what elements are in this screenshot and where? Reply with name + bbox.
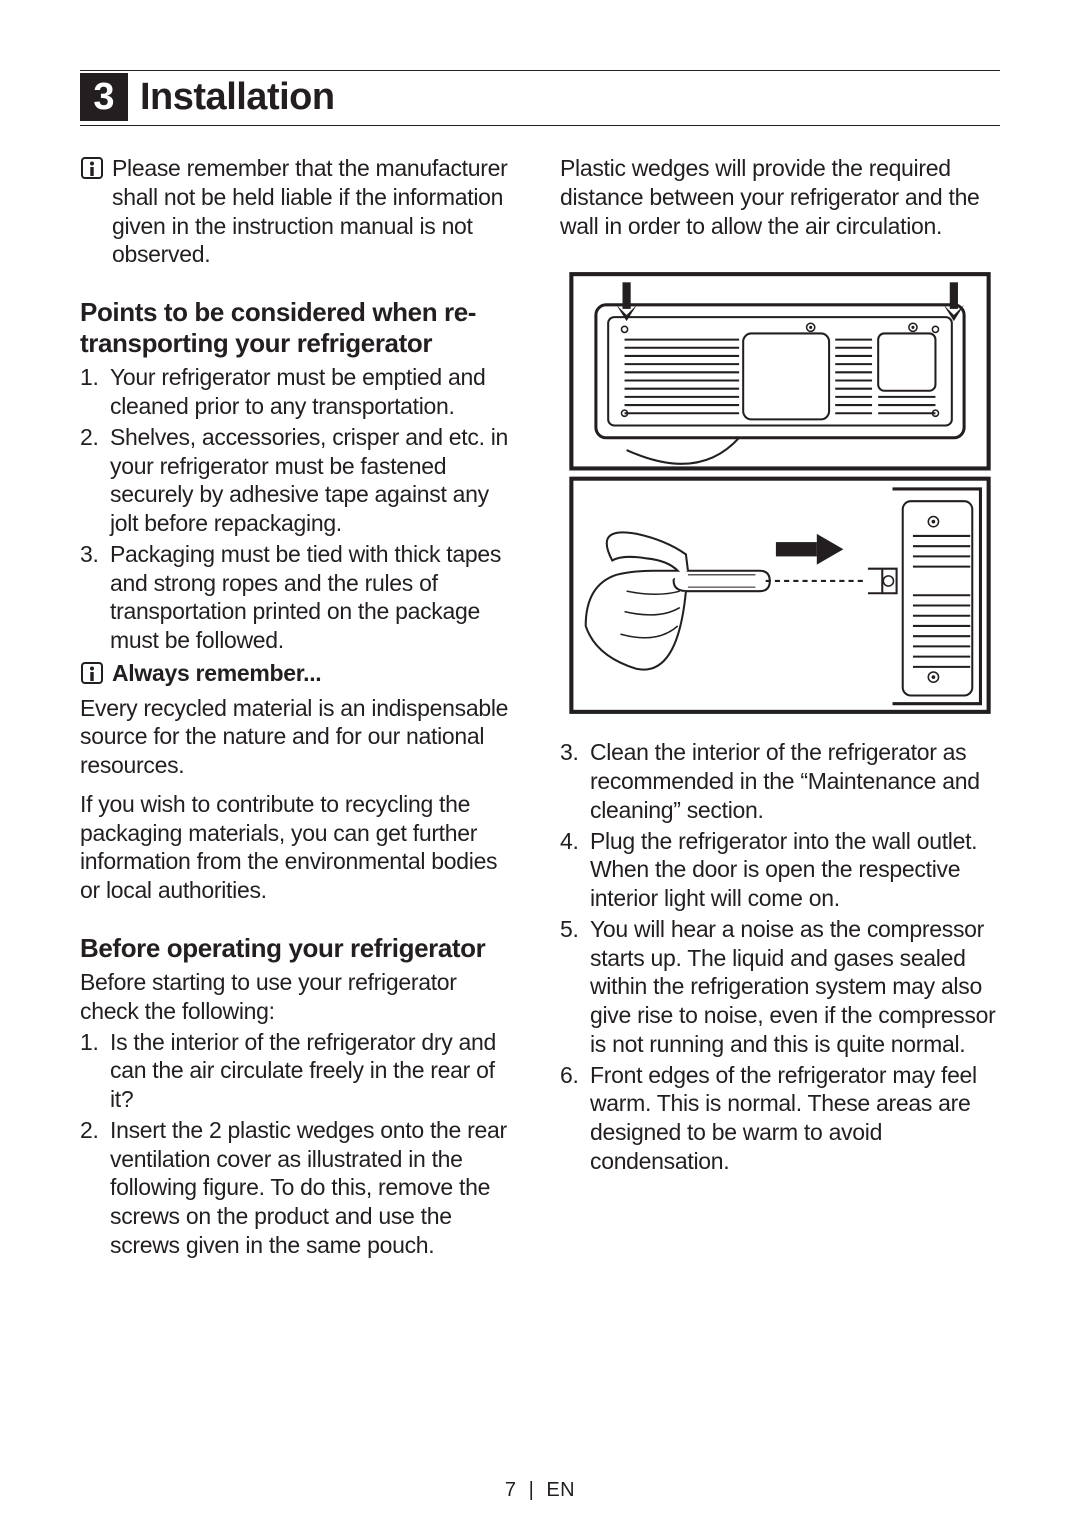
before-list: 1.Is the interior of the refrigerator dr…: [80, 1028, 520, 1260]
points-heading: Points to be considered when re-transpor…: [80, 297, 520, 359]
installation-figure: [560, 268, 1000, 718]
info-icon: [80, 156, 104, 180]
liability-callout: Please remember that the manufacturer sh…: [80, 154, 520, 269]
before-heading: Before operating your refrigerator: [80, 933, 520, 964]
info-icon: [80, 661, 104, 685]
before-list-continued: 3.Clean the interior of the refrigerator…: [560, 738, 1000, 1175]
before-intro: Before starting to use your refrigerator…: [80, 968, 520, 1026]
list-item: 4.Plug the refrigerator into the wall ou…: [560, 827, 1000, 913]
list-item: 1.Is the interior of the refrigerator dr…: [80, 1028, 520, 1114]
remember-p2: If you wish to contribute to recycling t…: [80, 790, 520, 905]
list-item: 5.You will hear a noise as the compresso…: [560, 915, 1000, 1059]
page-number: 7: [505, 1479, 517, 1501]
manual-page: 3 Installation Please remember that the …: [0, 0, 1080, 1532]
list-item: 1.Your refrigerator must be emptied and …: [80, 363, 520, 421]
liability-text: Please remember that the manufacturer sh…: [112, 154, 520, 269]
two-column-layout: Please remember that the manufacturer sh…: [80, 154, 1000, 1262]
remember-heading: Always remember...: [112, 659, 321, 688]
wedges-note: Plastic wedges will provide the required…: [560, 154, 1000, 240]
list-item: 3.Clean the interior of the refrigerator…: [560, 738, 1000, 824]
remember-p1: Every recycled material is an indispensa…: [80, 694, 520, 780]
footer-separator: |: [529, 1479, 535, 1501]
list-item: 3.Packaging must be tied with thick tape…: [80, 540, 520, 655]
section-number-badge: 3: [80, 73, 128, 121]
page-footer: 7 | EN: [0, 1479, 1080, 1502]
points-list: 1.Your refrigerator must be emptied and …: [80, 363, 520, 655]
section-header: 3 Installation: [80, 70, 1000, 126]
footer-lang: EN: [546, 1479, 575, 1501]
right-column: Plastic wedges will provide the required…: [560, 154, 1000, 1262]
list-item: 2.Shelves, accessories, crisper and etc.…: [80, 423, 520, 538]
left-column: Please remember that the manufacturer sh…: [80, 154, 520, 1262]
section-title: Installation: [140, 76, 335, 119]
list-item: 2.Insert the 2 plastic wedges onto the r…: [80, 1116, 520, 1260]
remember-callout: Always remember...: [80, 659, 520, 688]
list-item: 6.Front edges of the refrigerator may fe…: [560, 1061, 1000, 1176]
